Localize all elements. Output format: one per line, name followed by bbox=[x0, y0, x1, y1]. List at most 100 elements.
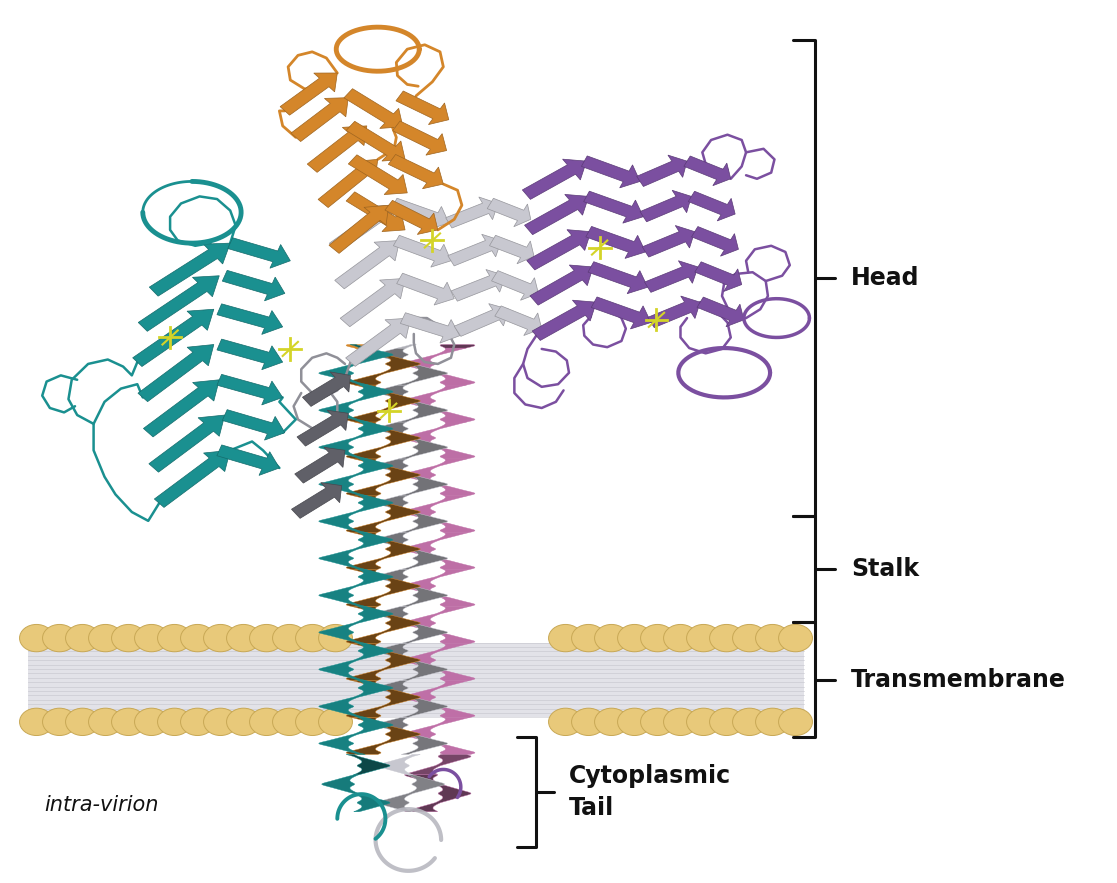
Polygon shape bbox=[440, 344, 475, 348]
Polygon shape bbox=[695, 262, 742, 291]
Polygon shape bbox=[290, 98, 349, 141]
Polygon shape bbox=[346, 607, 420, 644]
Polygon shape bbox=[487, 199, 531, 227]
Polygon shape bbox=[401, 496, 475, 532]
Circle shape bbox=[249, 624, 284, 652]
Circle shape bbox=[618, 624, 651, 652]
Circle shape bbox=[157, 624, 191, 652]
Polygon shape bbox=[455, 304, 509, 336]
Text: Head: Head bbox=[851, 267, 919, 291]
Polygon shape bbox=[344, 88, 403, 128]
Polygon shape bbox=[222, 270, 285, 301]
Circle shape bbox=[19, 708, 54, 736]
Polygon shape bbox=[346, 718, 420, 754]
Polygon shape bbox=[404, 774, 471, 811]
Polygon shape bbox=[401, 607, 475, 644]
Circle shape bbox=[755, 708, 790, 736]
Polygon shape bbox=[640, 191, 691, 222]
Polygon shape bbox=[346, 644, 420, 681]
Polygon shape bbox=[318, 459, 393, 496]
Circle shape bbox=[273, 624, 306, 652]
Text: Tail: Tail bbox=[569, 796, 614, 819]
Polygon shape bbox=[346, 192, 405, 231]
Polygon shape bbox=[346, 681, 420, 718]
Polygon shape bbox=[133, 309, 213, 366]
Polygon shape bbox=[376, 774, 445, 811]
Circle shape bbox=[227, 708, 260, 736]
Circle shape bbox=[112, 708, 145, 736]
Polygon shape bbox=[395, 91, 449, 125]
Polygon shape bbox=[318, 422, 393, 459]
Polygon shape bbox=[346, 422, 420, 459]
Circle shape bbox=[181, 624, 214, 652]
Circle shape bbox=[66, 708, 99, 736]
Circle shape bbox=[548, 708, 582, 736]
Text: intra-virion: intra-virion bbox=[45, 796, 159, 815]
Polygon shape bbox=[642, 225, 695, 257]
Polygon shape bbox=[318, 681, 393, 718]
Polygon shape bbox=[346, 348, 420, 385]
Polygon shape bbox=[525, 194, 589, 235]
Polygon shape bbox=[391, 198, 449, 230]
Circle shape bbox=[640, 624, 675, 652]
Circle shape bbox=[572, 624, 605, 652]
Polygon shape bbox=[373, 348, 448, 385]
Polygon shape bbox=[398, 344, 417, 348]
Text: Cytoplasmic: Cytoplasmic bbox=[569, 764, 732, 788]
Circle shape bbox=[134, 624, 169, 652]
Polygon shape bbox=[217, 339, 283, 370]
Polygon shape bbox=[297, 411, 349, 446]
Polygon shape bbox=[401, 570, 475, 607]
Text: Stalk: Stalk bbox=[851, 557, 919, 581]
Polygon shape bbox=[401, 422, 475, 459]
Polygon shape bbox=[532, 300, 596, 341]
Circle shape bbox=[227, 624, 260, 652]
Polygon shape bbox=[400, 313, 460, 343]
Polygon shape bbox=[373, 681, 448, 718]
Polygon shape bbox=[523, 159, 586, 200]
Circle shape bbox=[687, 708, 720, 736]
Polygon shape bbox=[349, 155, 408, 194]
Polygon shape bbox=[318, 570, 393, 607]
Circle shape bbox=[181, 708, 214, 736]
Circle shape bbox=[112, 624, 145, 652]
Polygon shape bbox=[645, 260, 698, 292]
Polygon shape bbox=[373, 496, 448, 532]
Polygon shape bbox=[307, 126, 366, 172]
Polygon shape bbox=[346, 570, 420, 607]
Circle shape bbox=[19, 624, 54, 652]
Polygon shape bbox=[346, 344, 381, 348]
Polygon shape bbox=[330, 205, 394, 252]
Circle shape bbox=[88, 708, 123, 736]
Polygon shape bbox=[139, 344, 213, 402]
Polygon shape bbox=[373, 607, 448, 644]
Polygon shape bbox=[373, 422, 448, 459]
Polygon shape bbox=[404, 754, 471, 774]
Polygon shape bbox=[346, 496, 420, 532]
Polygon shape bbox=[373, 718, 448, 754]
Polygon shape bbox=[346, 754, 390, 774]
Polygon shape bbox=[292, 483, 342, 518]
Polygon shape bbox=[373, 385, 448, 422]
Circle shape bbox=[134, 708, 169, 736]
Polygon shape bbox=[401, 681, 475, 718]
Circle shape bbox=[687, 624, 720, 652]
Polygon shape bbox=[585, 226, 646, 259]
Circle shape bbox=[203, 624, 238, 652]
Polygon shape bbox=[397, 273, 455, 305]
Circle shape bbox=[296, 708, 330, 736]
Circle shape bbox=[318, 708, 353, 736]
Polygon shape bbox=[495, 306, 542, 336]
Circle shape bbox=[157, 708, 191, 736]
Circle shape bbox=[88, 624, 123, 652]
Circle shape bbox=[779, 624, 812, 652]
Polygon shape bbox=[346, 121, 405, 161]
Circle shape bbox=[618, 708, 651, 736]
Polygon shape bbox=[489, 235, 534, 264]
Polygon shape bbox=[295, 448, 345, 483]
Polygon shape bbox=[373, 644, 448, 681]
Circle shape bbox=[42, 708, 76, 736]
Polygon shape bbox=[648, 296, 700, 328]
Polygon shape bbox=[581, 156, 640, 188]
Circle shape bbox=[296, 624, 330, 652]
